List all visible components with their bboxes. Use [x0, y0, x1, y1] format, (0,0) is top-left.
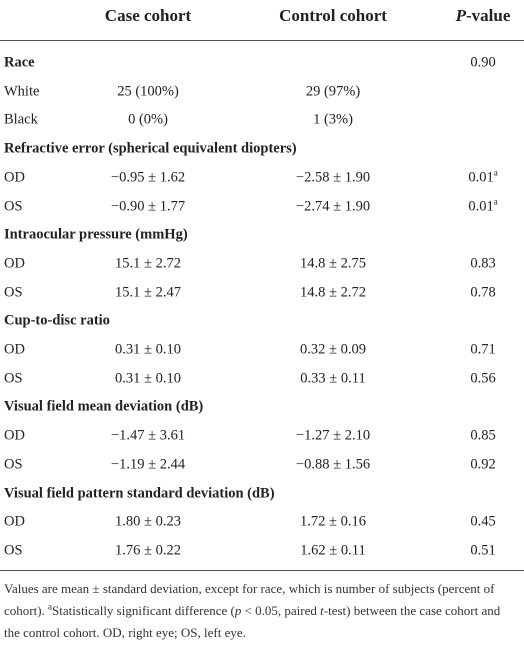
row-label: OD: [4, 255, 25, 272]
text-part: 0.83: [470, 255, 496, 272]
row-label: White: [4, 83, 40, 100]
control-value: −0.88 ± 1.56: [295, 456, 371, 473]
column-header: P-value: [456, 6, 511, 26]
section-title: Intraocular pressure (mmHg): [4, 226, 188, 243]
text-part: a: [493, 167, 498, 178]
text-part: < 0.05, paired: [241, 603, 321, 618]
header-rule: [0, 40, 524, 41]
p-value: 0.92: [470, 456, 495, 473]
row-label: OD: [4, 341, 25, 358]
text-part: 0.45: [470, 513, 496, 530]
case-value: 1.76 ± 0.22: [115, 542, 181, 559]
control-value: 1.72 ± 0.16: [300, 513, 366, 530]
control-value: 1 (3%): [313, 111, 353, 128]
text-part: t: [320, 603, 324, 618]
row-label: OS: [4, 284, 23, 301]
control-value: 0.32 ± 0.09: [300, 341, 366, 358]
column-header: Control cohort: [279, 6, 387, 25]
control-value: 29 (97%): [305, 83, 361, 100]
case-value: 0.31 ± 0.10: [115, 370, 181, 387]
section-title: Visual field mean deviation (dB): [4, 398, 204, 415]
text-part: 0.71: [470, 341, 496, 358]
control-value: −2.74 ± 1.90: [295, 198, 371, 214]
row-label: OS: [4, 370, 23, 387]
p-value: 0.51: [470, 542, 495, 559]
control-value: 1.62 ± 0.11: [300, 542, 366, 559]
p-value: 0.45: [470, 514, 495, 531]
section-title: Visual field pattern standard deviation …: [4, 485, 275, 501]
text-part: -test) between the case cohort and the c…: [4, 603, 501, 640]
text-part: P: [455, 6, 466, 25]
text-part: 0.78: [470, 284, 496, 301]
case-value: 0.31 ± 0.10: [115, 341, 181, 358]
section-title: Race: [4, 54, 35, 71]
p-value: 0.78: [470, 284, 495, 301]
p-value: 0.01a: [468, 167, 498, 186]
p-value: 0.83: [470, 255, 495, 272]
section-title: Refractive error (spherical equivalent d…: [4, 140, 297, 157]
p-value: 0.56: [470, 370, 495, 387]
case-value: −1.47 ± 3.61: [110, 427, 186, 444]
control-value: −1.27 ± 2.10: [295, 427, 371, 444]
text-part: Values are mean ± standard deviation, ex…: [4, 581, 495, 618]
text-part: 0.01: [468, 198, 494, 214]
case-value: 15.1 ± 2.72: [115, 255, 181, 272]
row-label: OD: [4, 513, 25, 530]
text-part: 0.56: [470, 370, 496, 387]
case-value: 15.1 ± 2.47: [115, 284, 181, 301]
case-value: 0 (0%): [128, 111, 168, 128]
row-label: Black: [4, 111, 38, 128]
control-value: −2.58 ± 1.90: [295, 169, 371, 186]
row-label: OD: [4, 427, 25, 444]
bottom-rule: [0, 570, 524, 571]
text-part: a: [48, 601, 53, 612]
control-value: 0.33 ± 0.11: [300, 370, 366, 387]
p-value: 0.90: [470, 55, 495, 72]
text-part: p: [234, 603, 242, 618]
case-value: 1.80 ± 0.23: [115, 513, 181, 530]
control-value: 14.8 ± 2.72: [300, 284, 366, 301]
case-value: −1.19 ± 2.44: [110, 456, 186, 473]
text-part: -value: [466, 6, 511, 25]
p-value: 0.01a: [468, 196, 498, 215]
footnote: Values are mean ± standard deviation, ex…: [4, 578, 518, 644]
column-header: Case cohort: [104, 6, 192, 25]
text-part: 0.01: [468, 169, 494, 186]
text-part: 0.51: [470, 542, 496, 559]
text-part: Statistically significant difference (: [52, 603, 235, 618]
text-part: a: [493, 196, 498, 207]
case-value: −0.95 ± 1.62: [110, 169, 186, 186]
text-part: 0.90: [470, 54, 496, 71]
case-value: 25 (100%): [117, 83, 179, 100]
row-label: OD: [4, 169, 25, 186]
row-label: OS: [4, 456, 23, 473]
row-label: OS: [4, 198, 23, 214]
control-value: 14.8 ± 2.75: [300, 255, 366, 272]
section-title: Cup-to-disc ratio: [4, 312, 110, 329]
p-value: 0.85: [470, 428, 495, 445]
text-part: 0.85: [470, 427, 496, 444]
text-part: 0.92: [470, 456, 496, 473]
p-value: 0.71: [470, 342, 495, 359]
row-label: OS: [4, 542, 23, 559]
case-value: −0.90 ± 1.77: [110, 198, 186, 214]
